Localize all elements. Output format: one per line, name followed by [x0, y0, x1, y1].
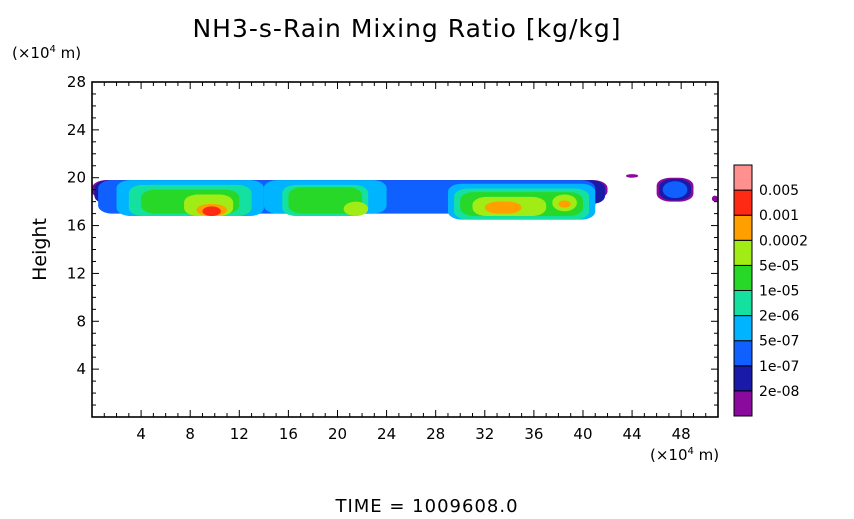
colorbar-label-4: 1e-05 [759, 284, 799, 300]
contour-region-level-0-2 [625, 174, 639, 178]
x-tick-label-8: 8 [185, 425, 195, 443]
x-tick-label-12: 12 [230, 425, 249, 443]
colorbar-swatch-0 [733, 390, 753, 417]
colorbar-label-0: 2e-08 [759, 384, 799, 400]
chart-title: NH3-s-Rain Mixing Ratio [kg/kg] [192, 14, 622, 43]
colorbar-label-8: 0.005 [759, 183, 799, 199]
colorbar-label-3: 2e-06 [759, 309, 799, 325]
x-tick-label-16: 16 [279, 425, 298, 443]
x-tick-label-20: 20 [328, 425, 347, 443]
y-tick-label-20: 20 [67, 169, 86, 187]
x-tick-label-32: 32 [475, 425, 494, 443]
contour-region-level-7-1 [484, 201, 522, 214]
y-tick-label-8: 8 [76, 312, 86, 330]
colorbar-label-1: 1e-07 [759, 359, 799, 375]
plot-frame [91, 81, 719, 418]
contour-region-level-7-2 [558, 200, 571, 208]
y-axis-unit-label: (×104 m) [12, 44, 82, 62]
x-tick-label-24: 24 [377, 425, 396, 443]
field-layer [92, 174, 718, 220]
colorbar-label-7: 0.001 [759, 208, 799, 224]
colorbar-label-5: 5e-05 [759, 258, 799, 274]
colorbar-swatch-8 [733, 189, 753, 216]
colorbar: 2e-08 1e-07 5e-07 2e-06 1e-05 5e-05 0.0002 0.00… [733, 164, 808, 417]
colorbar-swatch-3 [733, 315, 753, 342]
contour-region-level-6-1 [343, 201, 369, 216]
colorbar-swatch-7 [733, 214, 753, 241]
y-tick-label-4: 4 [76, 360, 86, 378]
colorbar-label-6: 0.0002 [759, 233, 808, 249]
time-label: TIME = 1009608.0 [335, 496, 519, 517]
colorbar-swatch-5 [733, 264, 753, 291]
x-tick-label-28: 28 [426, 425, 445, 443]
y-tick-label-16: 16 [67, 217, 86, 235]
colorbar-swatch-2 [733, 340, 753, 367]
contour-region-level-5-1 [288, 187, 363, 214]
contour-region-level-8-0 [202, 206, 221, 216]
colorbar-swatch-1 [733, 365, 753, 392]
contour-region-level-2-1 [662, 181, 688, 199]
colorbar-swatch-6 [733, 239, 753, 266]
x-tick-label-4: 4 [136, 425, 146, 443]
x-tick-label-40: 40 [573, 425, 592, 443]
colorbar-label-2: 5e-07 [759, 334, 799, 350]
contour-region-level-0-4 [711, 195, 718, 202]
colorbar-swatch-4 [733, 290, 753, 317]
x-tick-label-36: 36 [524, 425, 543, 443]
x-tick-label-44: 44 [623, 425, 642, 443]
x-axis-unit-label: (×104 m) [650, 446, 720, 464]
y-tick-label-24: 24 [67, 121, 86, 139]
y-tick-label-12: 12 [67, 264, 86, 282]
y-axis-title: Height [29, 218, 51, 281]
y-tick-label-28: 28 [67, 73, 86, 91]
x-tick-label-48: 48 [672, 425, 691, 443]
colorbar-swatch-9 [733, 164, 753, 191]
